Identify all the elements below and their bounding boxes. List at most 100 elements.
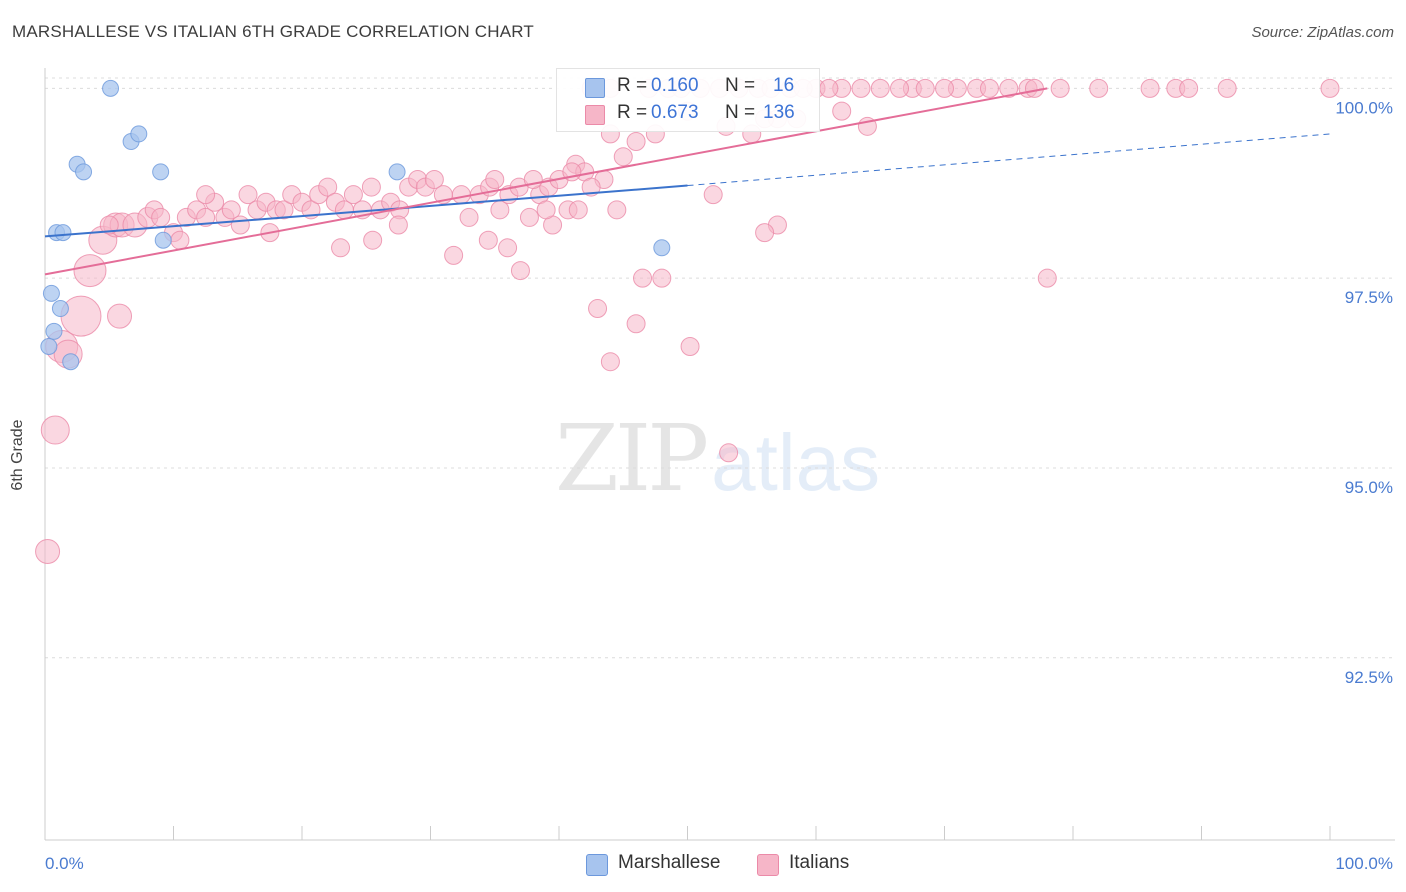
italians-point [588, 299, 608, 319]
italians-point [424, 169, 444, 189]
marshallese-swatch [585, 78, 605, 98]
italians-point [485, 169, 505, 189]
x-tick-labels: 0.0% 100.0% [45, 854, 1393, 873]
italians-point [519, 207, 539, 227]
italians-point [99, 215, 119, 235]
italians-point [915, 78, 935, 98]
italians-point [196, 185, 216, 205]
italians-point [633, 268, 653, 288]
italians-point [444, 245, 464, 265]
italians-point [60, 295, 102, 337]
marshallese-legend-swatch [586, 854, 608, 876]
italians-point [600, 352, 620, 372]
italians-point [832, 101, 852, 121]
italians-point [230, 215, 250, 235]
italians-point [652, 268, 672, 288]
y-tick-label: 95.0% [1345, 478, 1393, 497]
italians-point [459, 207, 479, 227]
n-label: N = [725, 102, 756, 123]
italians-point [238, 185, 258, 205]
italians-point [170, 230, 190, 250]
y-tick-labels: 92.5% 95.0% 97.5% 100.0% [1335, 98, 1393, 686]
italians-point [613, 147, 633, 167]
italians-point [343, 185, 363, 205]
italians-point [626, 132, 646, 152]
marshallese-point [152, 163, 170, 181]
italians-point [331, 238, 351, 258]
italians-legend-swatch [757, 854, 779, 876]
marshallese-trend-extension [687, 133, 1331, 187]
marshallese-points [40, 79, 671, 371]
italians-trend-line [44, 87, 1048, 276]
italians-point [680, 337, 700, 357]
x-tick-label: 100.0% [1335, 854, 1393, 873]
italians-point [363, 230, 383, 250]
marshallese-trend-line [44, 184, 688, 238]
italians-point [851, 78, 871, 98]
italians-point [318, 177, 338, 197]
italians-point [510, 261, 530, 281]
marshallese-point [154, 231, 172, 249]
italians-point [819, 78, 839, 98]
y-tick-label: 92.5% [1345, 668, 1393, 687]
italians-point [451, 185, 471, 205]
watermark-zip: ZIP [555, 405, 709, 512]
n-value: 16 [773, 75, 795, 96]
r-value: 0.160 [651, 75, 699, 96]
marshallese-point [75, 163, 93, 181]
italians-point [979, 78, 999, 98]
axes [44, 68, 1395, 841]
stats-legend: R = 0.160 N = 16 R = 0.673 N = 136 [556, 68, 820, 132]
italians-point [703, 185, 723, 205]
italians-point [1037, 268, 1057, 288]
italians-point [755, 223, 775, 243]
x-tick-label: 0.0% [45, 854, 84, 873]
watermark: ZIPatlas [555, 405, 880, 512]
marshallese-point [40, 338, 58, 356]
n-label: N = [725, 75, 756, 96]
marshallese-point [653, 239, 671, 257]
marshallese-point [51, 300, 69, 318]
marshallese-point [54, 224, 72, 242]
italians-point [73, 254, 107, 288]
marshallese-point [42, 284, 60, 302]
italians-point [1024, 78, 1044, 98]
italians-point [388, 215, 408, 235]
y-tick-label: 100.0% [1335, 98, 1393, 117]
italians-point [498, 238, 518, 258]
n-value: 136 [763, 102, 795, 123]
italians-point [40, 415, 70, 445]
italians-point [581, 177, 601, 197]
italians-point [221, 200, 241, 220]
trend-lines [44, 87, 1331, 276]
italians-point [1140, 78, 1160, 98]
italians-point [626, 314, 646, 334]
stats-legend-row-italians: R = 0.673 N = 136 [557, 100, 819, 128]
italians-points [35, 78, 1340, 564]
source-label: Source: ZipAtlas.com [1251, 24, 1394, 41]
stats-legend-row-marshallese: R = 0.160 N = 16 [557, 73, 819, 101]
marshallese-point [388, 163, 406, 181]
italians-point [478, 230, 498, 250]
series-legend: Marshallese Italians [0, 852, 1406, 876]
italians-point [1089, 78, 1109, 98]
chart-title: MARSHALLESE VS ITALIAN 6TH GRADE CORRELA… [12, 22, 535, 41]
italians-point [870, 78, 890, 98]
italians-point [1179, 78, 1199, 98]
legend-label: Italians [789, 852, 850, 873]
legend-label: Marshallese [618, 852, 721, 873]
italians-point [274, 200, 294, 220]
marshallese-point [45, 322, 63, 340]
italians-point [1320, 78, 1340, 98]
marshallese-point [102, 79, 120, 97]
italians-point [196, 207, 216, 227]
r-value: 0.673 [651, 102, 699, 123]
italians-point [607, 200, 627, 220]
italians-point [107, 303, 133, 329]
y-tick-label: 97.5% [1345, 288, 1393, 307]
marshallese-point [130, 125, 148, 143]
italians-point [1217, 78, 1237, 98]
watermark-atlas: atlas [711, 418, 881, 507]
italians-point [890, 78, 910, 98]
